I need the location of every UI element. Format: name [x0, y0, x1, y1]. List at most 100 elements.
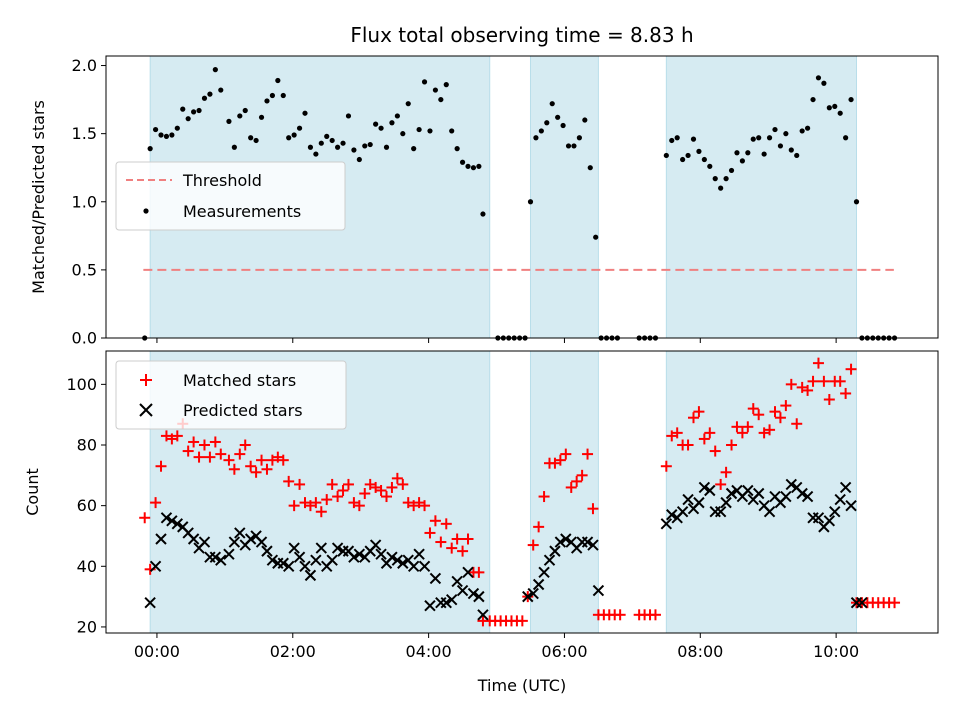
predicted-star-point — [315, 542, 328, 554]
measurement-point — [169, 132, 175, 138]
measurement-point — [180, 106, 186, 112]
measurement-point — [356, 156, 362, 163]
predicted-star-point — [244, 533, 257, 545]
measurement-point — [745, 150, 751, 156]
predicted-x-b — [549, 545, 561, 557]
measurement-point — [218, 87, 224, 93]
measurement-point — [212, 67, 218, 73]
predicted-star-point — [554, 536, 567, 548]
measurement-point — [794, 152, 800, 159]
predicted-x-b — [407, 560, 420, 572]
predicted-x-b — [299, 560, 311, 572]
predicted-x-b — [375, 548, 387, 560]
measurement-point — [237, 113, 243, 119]
legend-predicted-swatch — [139, 403, 153, 417]
matched-star-point — [731, 421, 743, 433]
matched-star-point — [359, 488, 371, 500]
matched-star-point — [660, 460, 672, 472]
xtick-label-1: 02:00 — [270, 642, 316, 661]
matched-star-point — [277, 454, 289, 466]
xtick-label-5: 10:00 — [813, 642, 859, 661]
matched-star-point — [538, 491, 550, 503]
bottom-x-ticks: 00:00 02:00 04:00 06:00 08:00 10:00 — [134, 633, 859, 661]
matched-star-point — [565, 481, 577, 493]
top-panel: 0.00.51.01.52.0 Matched/Predicted stars … — [29, 55, 939, 348]
measurement-point — [476, 163, 482, 169]
matched-star-point — [397, 478, 409, 490]
measurement-point — [663, 152, 669, 159]
predicted-star-point — [348, 551, 360, 563]
predicted-x-b — [462, 566, 474, 579]
predicted-x-b — [445, 593, 458, 606]
matched-star-point — [310, 497, 322, 509]
matched-star-point — [780, 400, 792, 412]
predicted-star-point — [255, 536, 268, 548]
predicted-x-b — [234, 527, 246, 539]
predicted-star-point — [266, 554, 279, 566]
measurement-point — [248, 135, 254, 141]
legend-measurements-swatch — [143, 208, 149, 214]
measurement-point — [443, 82, 449, 88]
matched-star-point — [533, 521, 545, 533]
predicted-x-b — [228, 536, 241, 548]
matched-star-point — [283, 475, 295, 487]
predicted-x-b — [155, 533, 167, 545]
predicted-x-b — [714, 506, 727, 518]
matched-star-point — [554, 454, 566, 466]
measurement-point — [696, 148, 702, 154]
predicted-x-b — [456, 584, 469, 597]
predicted-x-b — [565, 536, 577, 548]
measurement-point — [362, 143, 368, 149]
predicted-star-point — [424, 600, 436, 612]
xtick-label-4: 08:00 — [677, 642, 723, 661]
predicted-x-b — [660, 518, 673, 530]
predicted-x-b — [704, 484, 716, 497]
x-axis-label: Time (UTC) — [477, 676, 566, 695]
predicted-x-b — [845, 499, 857, 512]
predicted-star-point — [386, 551, 398, 563]
measurement-point — [307, 144, 314, 150]
predicted-star-point — [310, 554, 322, 566]
measurement-point — [739, 158, 745, 164]
measurement-point — [351, 147, 357, 153]
predicted-x-b — [182, 527, 194, 539]
predicted-star-point — [527, 587, 539, 600]
predicted-star-point — [155, 533, 167, 545]
measurement-point — [280, 92, 286, 99]
predicted-x-b — [856, 596, 868, 609]
predicted-star-point — [369, 539, 382, 551]
legend-threshold-label: Threshold — [182, 171, 262, 190]
predicted-x-b — [315, 542, 328, 554]
matched-star-point — [764, 424, 776, 436]
legend-predicted-label: Predicted stars — [183, 401, 303, 420]
predicted-x-b — [758, 499, 770, 512]
predicted-star-point — [477, 609, 489, 621]
predicted-x-b — [676, 506, 689, 518]
matched-star-point — [834, 375, 846, 387]
predicted-star-point — [375, 548, 387, 560]
predicted-star-point — [144, 596, 156, 609]
predicted-star-point — [299, 560, 311, 572]
predicted-x-b — [698, 481, 711, 494]
top-x-ticks — [156, 338, 837, 343]
predicted-star-point — [467, 587, 480, 600]
measurement-point — [253, 137, 259, 144]
predicted-x-b — [171, 518, 184, 530]
predicted-star-point — [407, 560, 420, 572]
measurement-point — [815, 75, 822, 81]
measurement-point — [669, 137, 675, 144]
top-y-ticks: 0.0 0.5 1.0 1.5 2.0 — [72, 56, 106, 348]
matched-star-point — [435, 536, 447, 548]
predicted-x-b — [467, 587, 480, 600]
measurement-point — [593, 234, 599, 240]
predicted-x-b — [331, 542, 344, 554]
predicted-x-b — [440, 596, 452, 609]
matched-star-point — [182, 445, 194, 457]
matched-star-point — [234, 448, 246, 460]
bot-ytick-label-2: 60 — [77, 496, 97, 515]
predicted-star-point — [456, 584, 469, 597]
predicted-x-b — [839, 481, 852, 494]
measurement-point — [191, 109, 197, 115]
measurement-point — [712, 176, 718, 182]
